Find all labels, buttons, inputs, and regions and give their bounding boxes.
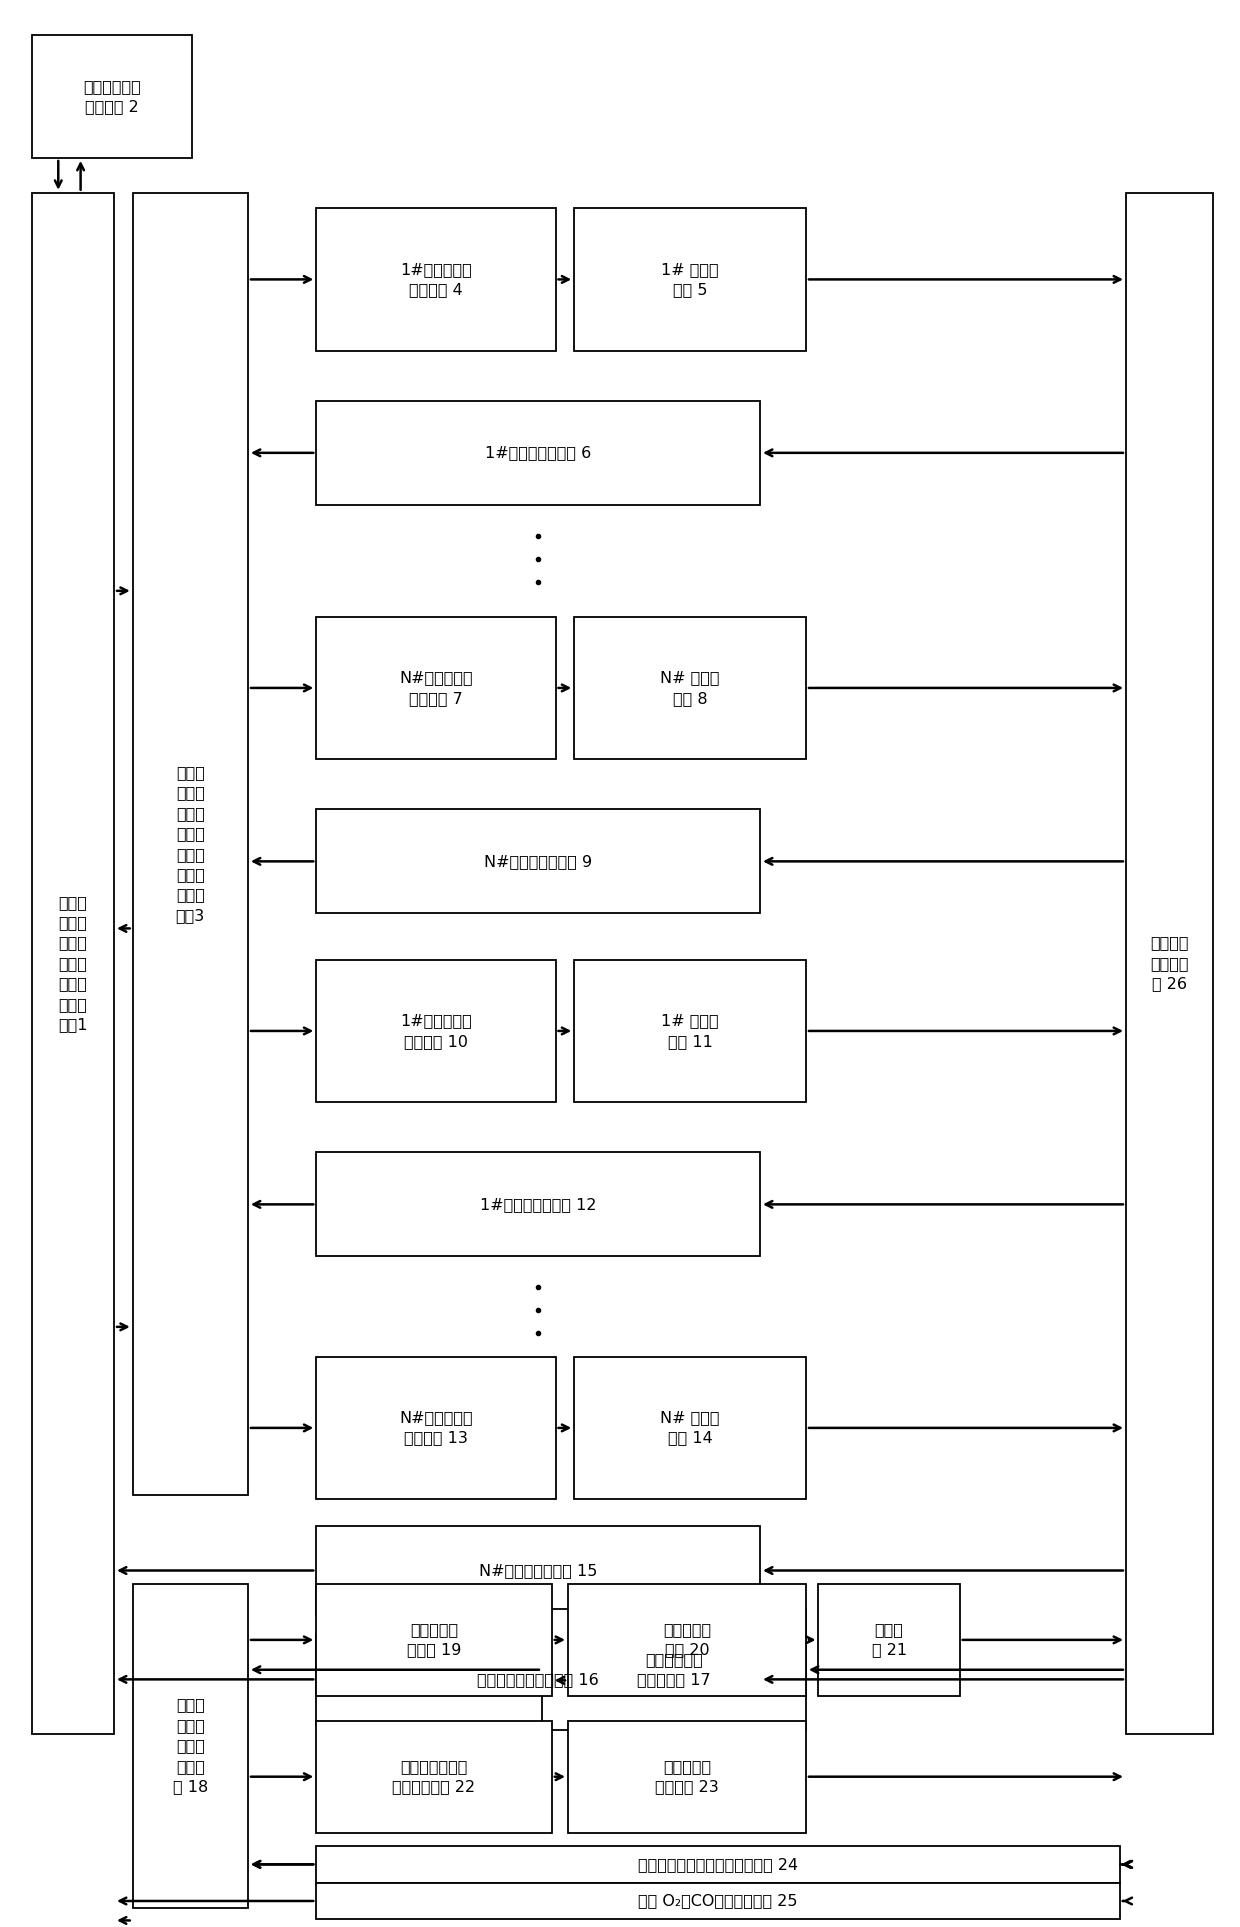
FancyBboxPatch shape	[818, 1584, 960, 1696]
FancyBboxPatch shape	[574, 960, 806, 1102]
FancyBboxPatch shape	[316, 1634, 760, 1725]
FancyBboxPatch shape	[316, 208, 556, 351]
FancyBboxPatch shape	[1126, 193, 1213, 1734]
Text: 1#空气调节阀
驱动装置 10: 1#空气调节阀 驱动装置 10	[401, 1014, 471, 1048]
Text: 助燃风机入口调
节阀驱动装置 22: 助燃风机入口调 节阀驱动装置 22	[392, 1759, 476, 1794]
FancyBboxPatch shape	[316, 1526, 760, 1615]
Text: 加热炉炉膛温度传感器 16: 加热炉炉膛温度传感器 16	[477, 1673, 599, 1686]
FancyBboxPatch shape	[316, 617, 556, 759]
FancyBboxPatch shape	[316, 1883, 1120, 1919]
Text: N#空气流量传感器 15: N#空气流量传感器 15	[479, 1563, 598, 1578]
Text: 加热炉工
艺过程系
统 26: 加热炉工 艺过程系 统 26	[1149, 937, 1189, 990]
Text: 助燃风
机 21: 助燃风 机 21	[872, 1623, 906, 1657]
FancyBboxPatch shape	[568, 1721, 806, 1833]
FancyBboxPatch shape	[316, 1584, 552, 1696]
Text: 过量空
气系数
动态优
化控制
器 18: 过量空 气系数 动态优 化控制 器 18	[172, 1698, 208, 1794]
Text: 基于助
燃空气
流量计
算的加
热炉燃
烧动态
优化控
制器3: 基于助 燃空气 流量计 算的加 热炉燃 烧动态 优化控 制器3	[176, 765, 205, 923]
Text: N# 煤气调
节阀 8: N# 煤气调 节阀 8	[661, 671, 719, 705]
FancyBboxPatch shape	[574, 617, 806, 759]
Text: 助燃风机入口调节阀开度传感器 24: 助燃风机入口调节阀开度传感器 24	[637, 1858, 799, 1871]
Text: 1#空气流量传感器 12: 1#空气流量传感器 12	[480, 1197, 596, 1212]
FancyBboxPatch shape	[133, 1584, 248, 1908]
Text: N#空气调节阀
驱动装置 13: N#空气调节阀 驱动装置 13	[399, 1411, 472, 1445]
Text: 1# 煤气调
节阀 5: 1# 煤气调 节阀 5	[661, 262, 719, 297]
Text: 工艺参数及设
备状态信息 17: 工艺参数及设 备状态信息 17	[637, 1651, 711, 1688]
Text: 1#煤气流量传感器 6: 1#煤气流量传感器 6	[485, 445, 591, 461]
FancyBboxPatch shape	[32, 193, 114, 1734]
FancyBboxPatch shape	[316, 960, 556, 1102]
Text: 1#煤气调节阀
驱动装置 4: 1#煤气调节阀 驱动装置 4	[401, 262, 471, 297]
FancyBboxPatch shape	[316, 401, 760, 505]
Text: N#煤气流量传感器 9: N#煤气流量传感器 9	[484, 854, 593, 869]
Text: 加热炉
温度动
态优化
数据信
息处理
及控制
装置1: 加热炉 温度动 态优化 数据信 息处理 及控制 装置1	[58, 894, 88, 1033]
Text: 1# 空气调
节阀 11: 1# 空气调 节阀 11	[661, 1014, 719, 1048]
Text: N# 空气调
节阀 14: N# 空气调 节阀 14	[661, 1411, 719, 1445]
FancyBboxPatch shape	[32, 35, 192, 158]
FancyBboxPatch shape	[574, 208, 806, 351]
Text: 烟气 O₂、CO成分检测装置 25: 烟气 O₂、CO成分检测装置 25	[639, 1894, 797, 1908]
Text: N#煤气调节阀
驱动装置 7: N#煤气调节阀 驱动装置 7	[399, 671, 472, 705]
FancyBboxPatch shape	[316, 1721, 552, 1833]
FancyBboxPatch shape	[542, 1609, 806, 1730]
FancyBboxPatch shape	[574, 1357, 806, 1499]
FancyBboxPatch shape	[316, 1846, 1120, 1883]
Text: 助燃风机变
速装置 19: 助燃风机变 速装置 19	[407, 1623, 461, 1657]
FancyBboxPatch shape	[133, 193, 248, 1495]
FancyBboxPatch shape	[316, 809, 760, 913]
Text: 加热炉工艺主
控制系统 2: 加热炉工艺主 控制系统 2	[83, 79, 141, 114]
Text: 助燃风机电
动机 20: 助燃风机电 动机 20	[663, 1623, 711, 1657]
FancyBboxPatch shape	[316, 1152, 760, 1256]
FancyBboxPatch shape	[316, 1357, 556, 1499]
Text: 助燃风机入
口调节阀 23: 助燃风机入 口调节阀 23	[655, 1759, 719, 1794]
FancyBboxPatch shape	[568, 1584, 806, 1696]
